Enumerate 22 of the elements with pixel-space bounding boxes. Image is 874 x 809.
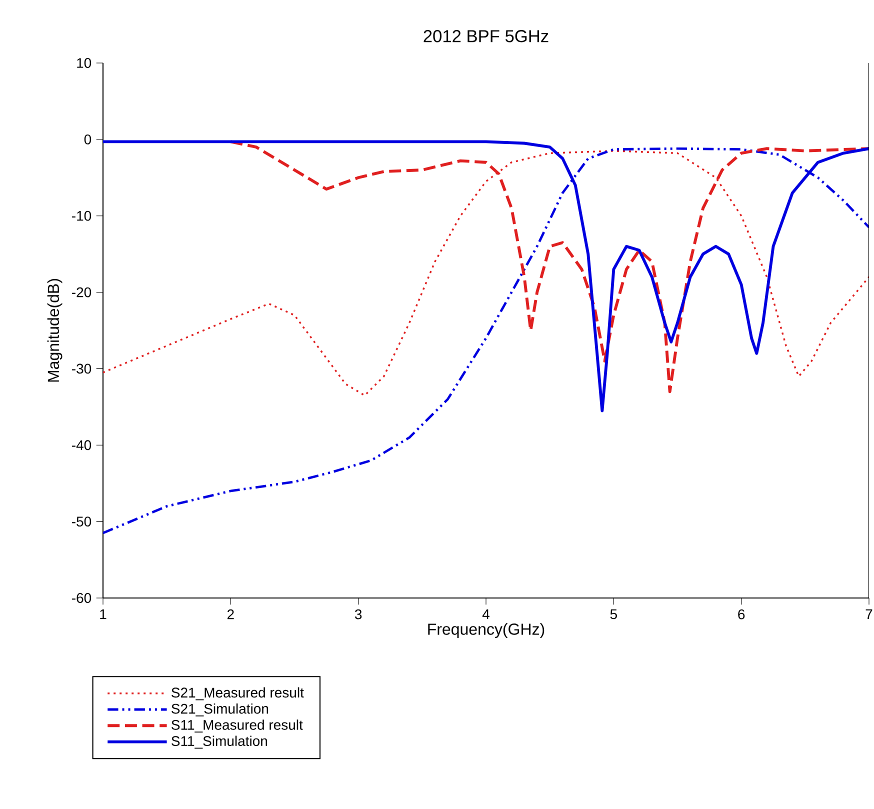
y-tick-label: -40 [72,440,92,450]
x-tick-label: 2 [227,609,234,620]
y-tick-label: -10 [72,210,92,221]
x-tick-label: 1 [100,609,106,619]
x-tick-label: 6 [738,609,745,620]
y-tick-label: -60 [72,593,92,603]
legend-label: S21_Measured result [172,687,304,700]
y-tick-label: -20 [72,287,92,298]
x-tick-label: 4 [482,609,490,619]
x-tick-label: 3 [354,609,362,620]
y-tick-label: -50 [72,516,92,527]
legend-label: S11_Simulation [172,736,268,749]
y-tick-label: -30 [72,364,92,374]
y-tick-label: 0 [84,134,92,144]
x-tick-label: 7 [866,609,872,619]
legend-label: S21_Simulation [172,703,268,716]
x-tick-label: 5 [610,609,617,620]
legend-label: S11_Measured result [172,720,303,733]
x-axis-title: Frequency(GHz) [428,623,544,638]
y-axis-title: Magnitude(dB) [47,279,62,382]
chart-title: 2012 BPF 5GHz [424,30,548,42]
y-tick-label: 10 [77,58,92,68]
